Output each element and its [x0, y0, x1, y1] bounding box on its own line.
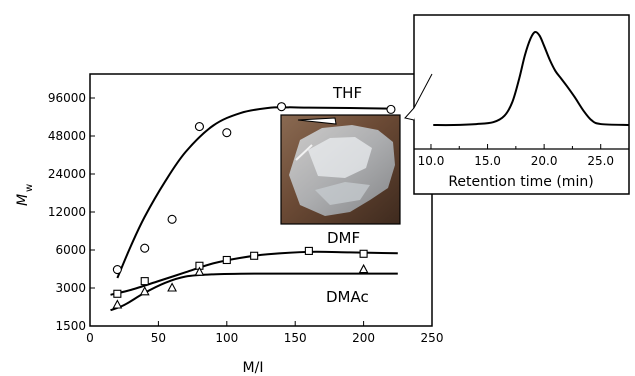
- data-point-dmac: [167, 282, 177, 292]
- data-point-dmac: [194, 266, 205, 276]
- data-point-thf: [222, 128, 232, 138]
- y-axis-label-main: M: [15, 194, 31, 206]
- fit-curve-dmac: [110, 272, 398, 312]
- data-point-dmf: [250, 251, 259, 260]
- data-point-dmac: [358, 263, 369, 274]
- data-point-dmac: [112, 299, 123, 309]
- y-tick-label: 12000: [48, 205, 86, 219]
- x-tick-label: 250: [421, 331, 444, 345]
- chromatogram-tick-label: 25.0: [587, 154, 614, 168]
- y-axis-label: M w: [15, 184, 35, 206]
- chromatogram-plot: 10.0 15.0 20.0 25.0: [414, 30, 630, 168]
- gel-glint: [295, 144, 313, 161]
- data-point-thf: [112, 265, 122, 275]
- data-point-thf: [140, 243, 150, 253]
- photo-inset: [280, 114, 401, 225]
- photo-callout-pointer: [297, 117, 337, 125]
- main-plot-frame: [89, 73, 433, 327]
- data-point-dmf: [222, 255, 231, 265]
- x-tick-label: 150: [284, 331, 307, 345]
- data-point-thf: [386, 104, 396, 114]
- main-series: [110, 102, 398, 312]
- gel-fragment: [315, 182, 370, 205]
- x-tick-label: 100: [215, 331, 238, 345]
- y-tick-label: 96000: [48, 91, 86, 105]
- data-point-thf: [276, 102, 287, 112]
- x-tick-label: 0: [86, 331, 94, 345]
- chromatogram-x-axis-label: Retention time (min): [448, 174, 593, 190]
- data-point-dmf: [113, 289, 122, 298]
- series-label-dmac: DMAc: [326, 288, 369, 306]
- chromatogram-trace: [433, 30, 630, 127]
- fit-curve-thf: [116, 106, 391, 279]
- data-point-thf: [194, 122, 204, 132]
- y-axis-label-sub: w: [24, 184, 35, 192]
- main-axes: 0 50 100 150 200 250 96000 48000 24000 12000 6000 3…: [48, 91, 444, 345]
- y-tick-label: 6000: [55, 243, 86, 257]
- chromatogram-callout-pointer: [404, 73, 433, 121]
- chromatogram-tick-label: 15.0: [474, 154, 501, 168]
- x-tick-label: 200: [352, 331, 375, 345]
- data-point-dmf: [304, 246, 313, 255]
- chromatogram-tick-label: 10.0: [418, 154, 445, 168]
- chromatogram-tick-label: 20.0: [531, 154, 558, 168]
- chromatogram-inset-frame: [413, 14, 630, 195]
- x-axis-label: M/I: [243, 360, 264, 376]
- data-point-dmac: [139, 286, 150, 296]
- data-point-thf: [167, 214, 177, 224]
- series-label-dmf: DMF: [327, 229, 360, 247]
- data-point-dmf: [359, 249, 368, 258]
- y-tick-label: 48000: [48, 129, 86, 143]
- gel-highlight: [308, 137, 372, 178]
- y-tick-label: 1500: [55, 319, 86, 333]
- data-point-dmf: [140, 277, 149, 286]
- x-tick-label: 50: [151, 331, 166, 345]
- y-tick-label: 3000: [55, 281, 86, 295]
- y-tick-label: 24000: [48, 167, 86, 181]
- series-label-thf: THF: [332, 84, 362, 102]
